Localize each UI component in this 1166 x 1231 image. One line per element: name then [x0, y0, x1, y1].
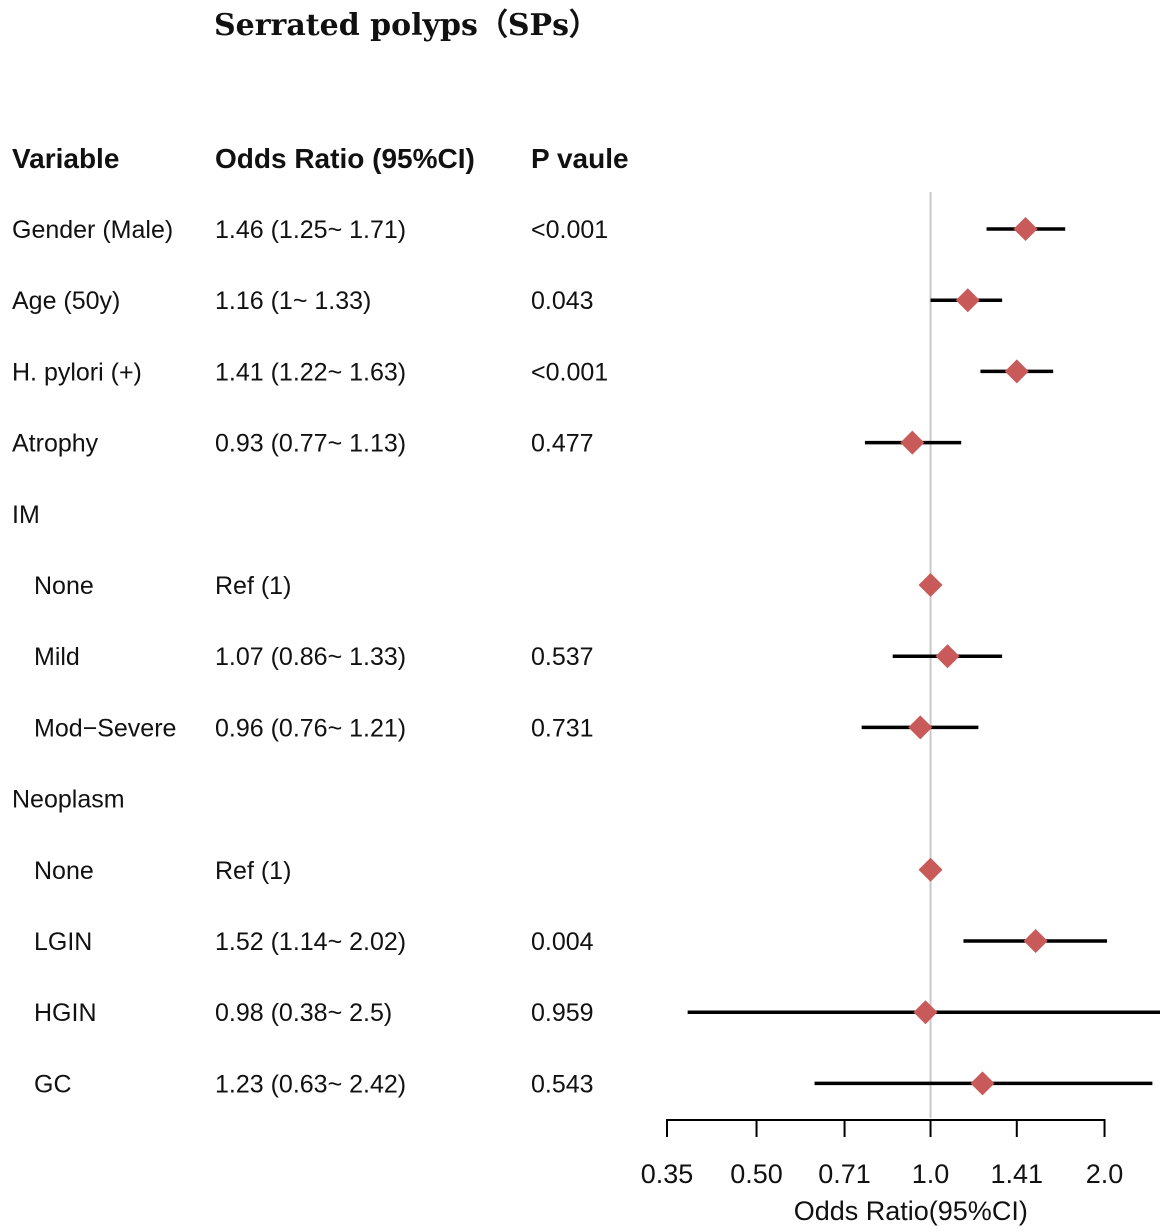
row-p-value-text: 0.959 [531, 999, 594, 1027]
chart-title: Serrated polyps（SPs） [214, 8, 599, 43]
row-label: IM [12, 501, 40, 529]
header-p-value: P vaule [531, 143, 629, 174]
row-label: None [34, 572, 94, 600]
row-odds-ratio-text: 1.23 (0.63~ 2.42) [215, 1070, 406, 1098]
row-label: HGIN [34, 999, 97, 1027]
forest-row: Atrophy 0.93 (0.77~ 1.13) 0.477 [12, 430, 962, 458]
forest-row: HGIN 0.98 (0.38~ 2.5) 0.959 [34, 999, 1160, 1027]
row-p-value-text: 0.477 [531, 430, 594, 458]
row-label: Neoplasm [12, 786, 125, 814]
row-odds-ratio-text: 1.41 (1.22~ 1.63) [215, 358, 406, 386]
forest-row: Neoplasm [12, 786, 125, 814]
x-tick-label: 0.71 [818, 1159, 871, 1189]
row-odds-ratio-text: Ref (1) [215, 857, 291, 885]
row-p-value-text: 0.543 [531, 1070, 594, 1098]
row-p-value-text: 0.537 [531, 643, 594, 671]
row-p-value-text: <0.001 [531, 358, 608, 386]
row-label: GC [34, 1070, 72, 1098]
odds-ratio-marker [1023, 929, 1048, 953]
forest-row: IM [12, 501, 40, 529]
x-axis-title: Odds Ratio(95%CI) [794, 1196, 1028, 1226]
forest-row: GC 1.23 (0.63~ 2.42) 0.543 [34, 1070, 1153, 1098]
forest-row: Gender (Male) 1.46 (1.25~ 1.71) <0.001 [12, 216, 1066, 244]
x-tick-label: 0.35 [641, 1159, 694, 1189]
row-p-value-text: 0.731 [531, 714, 594, 742]
odds-ratio-marker [900, 430, 925, 455]
row-label: Age (50y) [12, 287, 120, 315]
row-p-value-text: 0.004 [531, 928, 594, 956]
forest-row: Mild 1.07 (0.86~ 1.33) 0.537 [34, 643, 1003, 671]
header-odds-ratio: Odds Ratio (95%CI) [215, 143, 475, 174]
odds-ratio-marker [1004, 359, 1029, 384]
row-p-value-text: <0.001 [531, 216, 608, 244]
forest-row: None Ref (1) [34, 857, 943, 885]
row-p-value-text: 0.043 [531, 287, 594, 315]
odds-ratio-marker [970, 1071, 995, 1096]
row-odds-ratio-text: 0.96 (0.76~ 1.21) [215, 714, 406, 742]
forest-row: LGIN 1.52 (1.14~ 2.02) 0.004 [34, 928, 1108, 956]
row-label: Mod−Severe [34, 714, 176, 742]
row-odds-ratio-text: 0.98 (0.38~ 2.5) [215, 999, 392, 1027]
row-odds-ratio-text: 1.07 (0.86~ 1.33) [215, 643, 406, 671]
forest-row: Age (50y) 1.16 (1~ 1.33) 0.043 [12, 287, 1003, 315]
odds-ratio-marker [918, 857, 943, 882]
forest-row: H. pylori (+) 1.41 (1.22~ 1.63) <0.001 [12, 358, 1054, 386]
row-label: None [34, 857, 94, 885]
x-tick-label: 1.41 [991, 1159, 1044, 1189]
x-tick-label: 0.50 [730, 1159, 783, 1189]
row-label: Gender (Male) [12, 216, 173, 244]
row-label: H. pylori (+) [12, 358, 142, 386]
x-tick-label: 2.0 [1086, 1159, 1124, 1189]
row-odds-ratio-text: 1.52 (1.14~ 2.02) [215, 928, 406, 956]
odds-ratio-marker [913, 1000, 938, 1025]
odds-ratio-marker [955, 288, 980, 313]
x-tick-label: 1.0 [912, 1159, 950, 1189]
row-label: Mild [34, 643, 80, 671]
row-odds-ratio-text: 1.16 (1~ 1.33) [215, 287, 371, 315]
row-label: LGIN [34, 928, 92, 956]
odds-ratio-marker [918, 573, 943, 597]
forest-row: None Ref (1) [34, 572, 943, 600]
row-label: Atrophy [12, 430, 99, 458]
odds-ratio-marker [935, 644, 960, 669]
row-odds-ratio-text: Ref (1) [215, 572, 291, 600]
row-odds-ratio-text: 1.46 (1.25~ 1.71) [215, 216, 406, 244]
odds-ratio-marker [1013, 217, 1038, 241]
forest-row: Mod−Severe 0.96 (0.76~ 1.21) 0.731 [34, 714, 979, 742]
odds-ratio-marker [908, 715, 933, 740]
header-variable: Variable [12, 143, 119, 174]
row-odds-ratio-text: 0.93 (0.77~ 1.13) [215, 430, 406, 458]
